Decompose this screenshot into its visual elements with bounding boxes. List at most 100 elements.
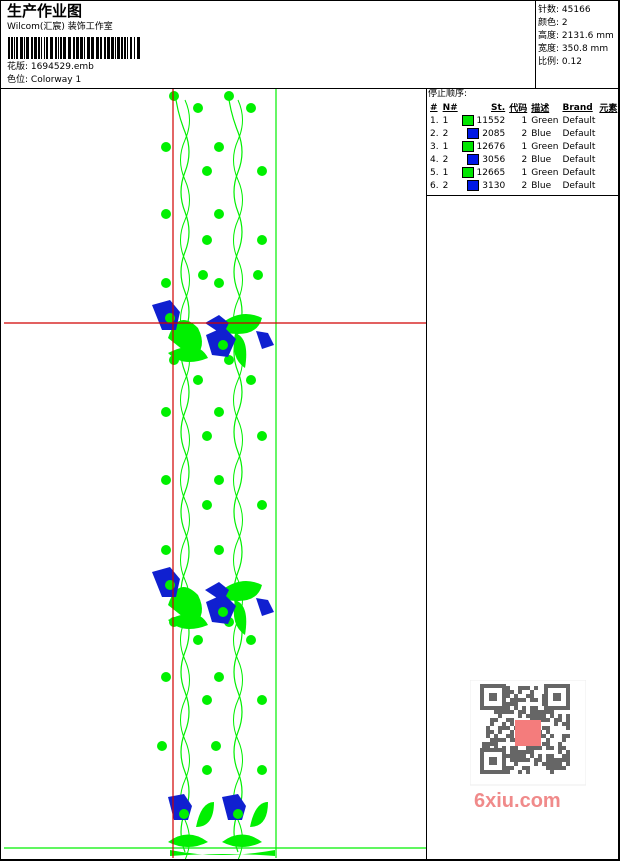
qr-module [562, 766, 566, 770]
qr-module [526, 694, 530, 698]
leaf-motif [250, 802, 268, 827]
color-description: Blue [531, 128, 552, 139]
qr-module [518, 754, 522, 758]
stitch-value: 11552 [476, 116, 506, 126]
barcode-bar [130, 37, 132, 59]
qr-module [530, 710, 534, 714]
qr-module [514, 694, 518, 698]
qr-module [530, 714, 534, 718]
leaf-dot [193, 103, 203, 113]
qr-module [514, 702, 518, 706]
info-row: 比例: 0.12 [538, 57, 582, 68]
leaf-dot [193, 635, 203, 645]
flower-motif [256, 598, 274, 616]
info-label: 宽度: [538, 44, 560, 54]
column-header: 元素 [599, 104, 618, 114]
brand: Default [562, 154, 596, 165]
qr-module [550, 762, 554, 766]
info-label: 针数: [538, 5, 560, 15]
leaf-dot [214, 209, 224, 219]
color-code: 1 [521, 141, 528, 152]
qr-module [534, 758, 538, 762]
qr-module [514, 758, 518, 762]
qr-module [550, 746, 554, 750]
qr-module [526, 746, 530, 750]
element [597, 140, 619, 153]
row-index: 1. [430, 115, 439, 126]
leaf-dot [214, 142, 224, 152]
barcode-bar [55, 37, 57, 59]
qr-module [506, 770, 510, 774]
needle-number: 2 [442, 128, 449, 139]
qr-finder-center [553, 693, 561, 701]
leaf-dot [161, 278, 171, 288]
qr-module [506, 710, 510, 714]
qr-module [554, 718, 558, 722]
table-row: 3. 1 12676 1 Green Default [428, 140, 619, 153]
qr-module [550, 714, 554, 718]
leaf-dot [161, 475, 171, 485]
company-name: Wilcom(汇宸) 装饰工作室 [7, 22, 113, 32]
qr-module [510, 750, 514, 754]
qr-module [494, 738, 498, 742]
qr-module [498, 710, 502, 714]
qr-module [558, 766, 562, 770]
qr-module [542, 742, 546, 746]
qr-module [558, 758, 562, 762]
leaf-dot [214, 475, 224, 485]
qr-module [538, 754, 542, 758]
qr-module [518, 690, 522, 694]
color-swatch [467, 128, 480, 139]
qr-module [510, 738, 514, 742]
leaf-dot [202, 166, 212, 176]
qr-module [506, 706, 510, 710]
qr-module [546, 710, 550, 714]
qr-module [530, 698, 534, 702]
leaf-dot [161, 407, 171, 417]
qr-module [486, 742, 490, 746]
qr-module [530, 694, 534, 698]
stitch-value: 2085 [482, 129, 506, 139]
qr-module [510, 730, 514, 734]
leaf-dot [224, 91, 234, 101]
qr-module [506, 686, 510, 690]
qr-module [490, 718, 494, 722]
color-code: 2 [521, 154, 528, 165]
row-index: 2. [430, 128, 439, 139]
info-row: 高度: 2131.6 mm [538, 31, 614, 42]
qr-module [550, 766, 554, 770]
info-label: 比例: [538, 57, 560, 67]
qr-module [526, 686, 530, 690]
color-description: Green [531, 167, 559, 178]
barcode [8, 37, 140, 59]
qr-module [538, 746, 542, 750]
colorway-label: 色位: [7, 75, 29, 85]
barcode-bar [41, 37, 42, 59]
needle-number: 1 [442, 167, 449, 178]
brand: Default [562, 128, 596, 139]
info-value: 0.12 [561, 57, 582, 67]
color-swatch [461, 141, 474, 152]
qr-code-icon [469, 679, 587, 786]
qr-module [490, 730, 494, 734]
needle-number: 1 [442, 141, 449, 152]
design-file: 花版: 1694529.emb [7, 62, 94, 73]
qr-module [490, 722, 494, 726]
qr-module [542, 710, 546, 714]
qr-module [542, 762, 546, 766]
qr-module [566, 750, 570, 754]
info-row: 宽度: 350.8 mm [538, 44, 608, 55]
barcode-bar [24, 37, 25, 59]
qr-module [554, 758, 558, 762]
color-code: 2 [521, 180, 528, 191]
stitch-count: 12676 [460, 140, 508, 153]
leaf-dot [257, 695, 267, 705]
qr-module [506, 766, 510, 770]
barcode-bar [124, 37, 126, 59]
stop-sequence-table: # N# St. 代码 描述 Brand 元素 1. 1 11552 1 Green Default… [428, 101, 619, 192]
barcode-bar [100, 37, 102, 59]
qr-module [494, 710, 498, 714]
column-header: Brand [562, 102, 593, 113]
qr-module [510, 710, 514, 714]
design-preview [4, 89, 426, 859]
